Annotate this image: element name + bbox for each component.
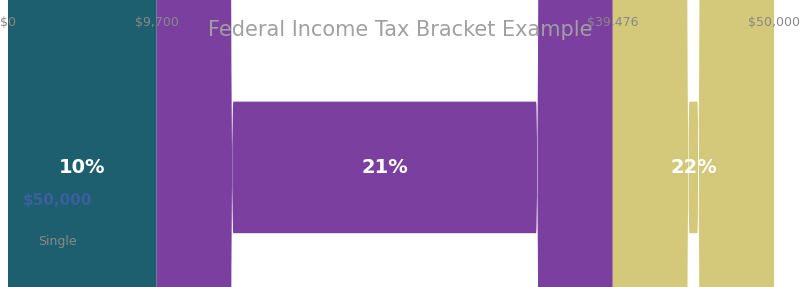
Text: 10%: 10%: [59, 158, 106, 177]
Text: $: $: [50, 105, 66, 125]
Text: $50,000: $50,000: [748, 16, 800, 29]
Text: $50,000: $50,000: [23, 193, 92, 208]
FancyBboxPatch shape: [8, 0, 157, 287]
Text: $9,700: $9,700: [134, 16, 178, 29]
FancyBboxPatch shape: [157, 0, 613, 287]
Text: 22%: 22%: [670, 158, 717, 177]
Text: Single: Single: [38, 234, 77, 248]
Text: Federal Income Tax Bracket Example: Federal Income Tax Bracket Example: [208, 20, 592, 40]
Text: 21%: 21%: [362, 158, 408, 177]
FancyBboxPatch shape: [613, 0, 774, 287]
Text: $0: $0: [0, 16, 16, 29]
Text: $39,476: $39,476: [587, 16, 638, 29]
